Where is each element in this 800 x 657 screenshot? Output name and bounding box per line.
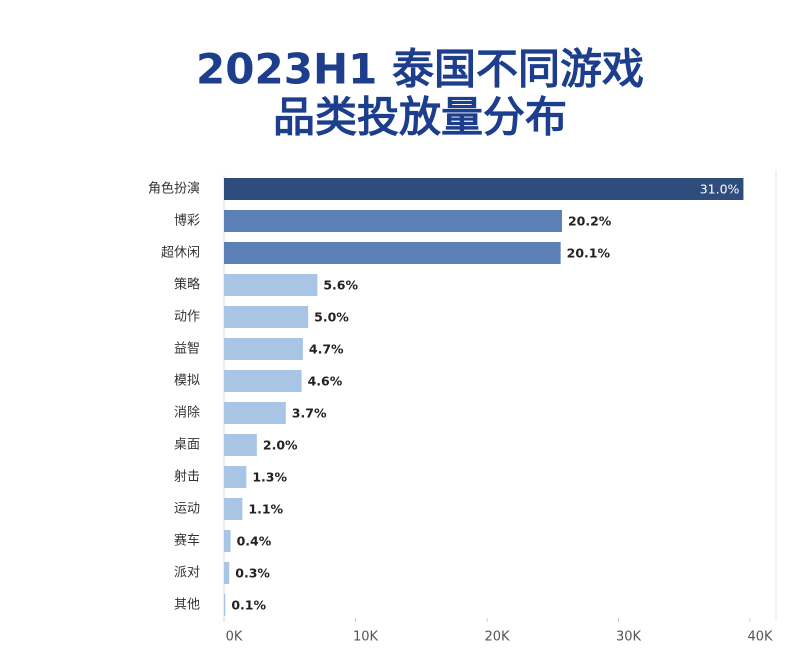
y-tick-label: 射击 — [174, 469, 200, 485]
bar — [224, 530, 231, 552]
x-tick-label: 0K — [226, 630, 243, 645]
bar — [224, 466, 247, 488]
bar — [224, 370, 302, 392]
data-label: 0.4% — [237, 534, 272, 549]
bar — [224, 498, 243, 520]
y-tick-label: 消除 — [174, 406, 200, 421]
y-tick-label: 动作 — [174, 310, 200, 325]
data-label: 5.0% — [314, 310, 349, 325]
y-tick-label: 策略 — [174, 277, 200, 293]
y-tick-label: 博彩 — [174, 214, 200, 229]
bar — [224, 178, 744, 200]
data-label: 31.0% — [700, 182, 740, 197]
bar — [224, 434, 257, 456]
y-tick-label: 模拟 — [174, 374, 200, 389]
bar — [224, 210, 562, 232]
bar — [224, 338, 303, 360]
x-tick-label: 20K — [484, 630, 510, 645]
data-label: 3.7% — [292, 406, 327, 421]
data-label: 2.0% — [263, 438, 298, 453]
bar — [224, 402, 286, 424]
data-label: 4.6% — [308, 374, 343, 389]
data-label: 20.1% — [567, 246, 611, 261]
y-tick-label: 运动 — [174, 502, 200, 517]
data-label: 4.7% — [309, 342, 344, 357]
x-tick-label: 40K — [747, 630, 773, 645]
chart-title: 2023H1 泰国不同游戏 — [196, 45, 644, 94]
x-tick-label: 30K — [616, 630, 642, 645]
data-label: 20.2% — [568, 214, 612, 229]
bar — [224, 274, 318, 296]
data-label: 1.3% — [252, 470, 287, 485]
x-tick-label: 10K — [353, 630, 379, 645]
data-label: 1.1% — [248, 502, 283, 517]
data-label: 5.6% — [323, 278, 358, 293]
bar — [224, 594, 226, 616]
data-label: 0.3% — [235, 566, 270, 581]
data-label: 0.1% — [231, 598, 266, 613]
y-tick-label: 角色扮演 — [148, 181, 200, 197]
y-tick-label: 派对 — [174, 566, 200, 581]
chart-title: 品类投放量分布 — [273, 93, 567, 142]
y-tick-label: 超休闲 — [161, 246, 200, 261]
bar — [224, 562, 230, 584]
y-tick-label: 益智 — [174, 342, 200, 357]
y-tick-label: 赛车 — [174, 533, 200, 549]
y-tick-label: 其他 — [174, 598, 200, 613]
y-tick-label: 桌面 — [174, 438, 200, 453]
bar — [224, 242, 561, 264]
bar — [224, 306, 309, 328]
